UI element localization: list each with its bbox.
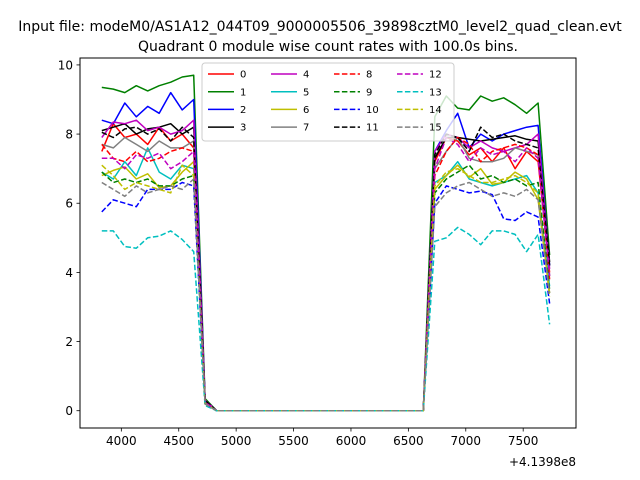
y-tick-label: 8 xyxy=(65,128,73,142)
x-tick-label: 4500 xyxy=(163,434,194,448)
y-tick-label: 4 xyxy=(65,266,73,280)
y-tick-label: 10 xyxy=(58,58,73,72)
x-tick-label: 7000 xyxy=(451,434,482,448)
legend-label-1: 1 xyxy=(240,87,246,98)
plot-border xyxy=(79,57,577,429)
legend-label-15: 15 xyxy=(429,123,442,134)
legend-label-9: 9 xyxy=(366,87,372,98)
legend-label-4: 4 xyxy=(303,70,309,81)
x-tick-label: 4000 xyxy=(106,434,137,448)
legend-box xyxy=(201,62,455,142)
x-tick-label: 6000 xyxy=(336,434,367,448)
x-tick-label: 5500 xyxy=(278,434,309,448)
legend-label-13: 13 xyxy=(429,87,442,98)
y-tick-label: 6 xyxy=(65,197,73,211)
chart-title: Quadrant 0 module wise count rates with … xyxy=(138,39,518,55)
y-tick-label: 0 xyxy=(65,404,73,418)
y-tick-label: 2 xyxy=(65,335,73,349)
x-axis-offset-label: +4.1398e8 xyxy=(509,455,576,469)
x-tick-label: 7500 xyxy=(508,434,539,448)
legend-label-2: 2 xyxy=(240,105,246,116)
y-axis: 0 2 4 6 8 10 xyxy=(58,58,80,418)
series-lines xyxy=(101,74,551,412)
series-line-15 xyxy=(101,178,551,412)
legend-label-10: 10 xyxy=(366,105,379,116)
chart-suptitle: Input file: modeM0/AS1A12_044T09_9000005… xyxy=(18,19,622,35)
legend-label-12: 12 xyxy=(429,70,442,81)
legend-label-5: 5 xyxy=(303,87,309,98)
legend-label-3: 3 xyxy=(240,123,246,134)
x-tick-label: 5000 xyxy=(221,434,252,448)
x-axis: 4000 4500 5000 5500 6000 6500 7000 7500 xyxy=(106,428,538,448)
legend-label-0: 0 xyxy=(240,70,246,81)
legend-label-8: 8 xyxy=(366,70,372,81)
legend-label-6: 6 xyxy=(303,105,309,116)
legend-label-11: 11 xyxy=(366,123,379,134)
legend-label-7: 7 xyxy=(303,123,309,134)
x-tick-label: 6500 xyxy=(393,434,424,448)
legend-label-14: 14 xyxy=(429,105,442,116)
